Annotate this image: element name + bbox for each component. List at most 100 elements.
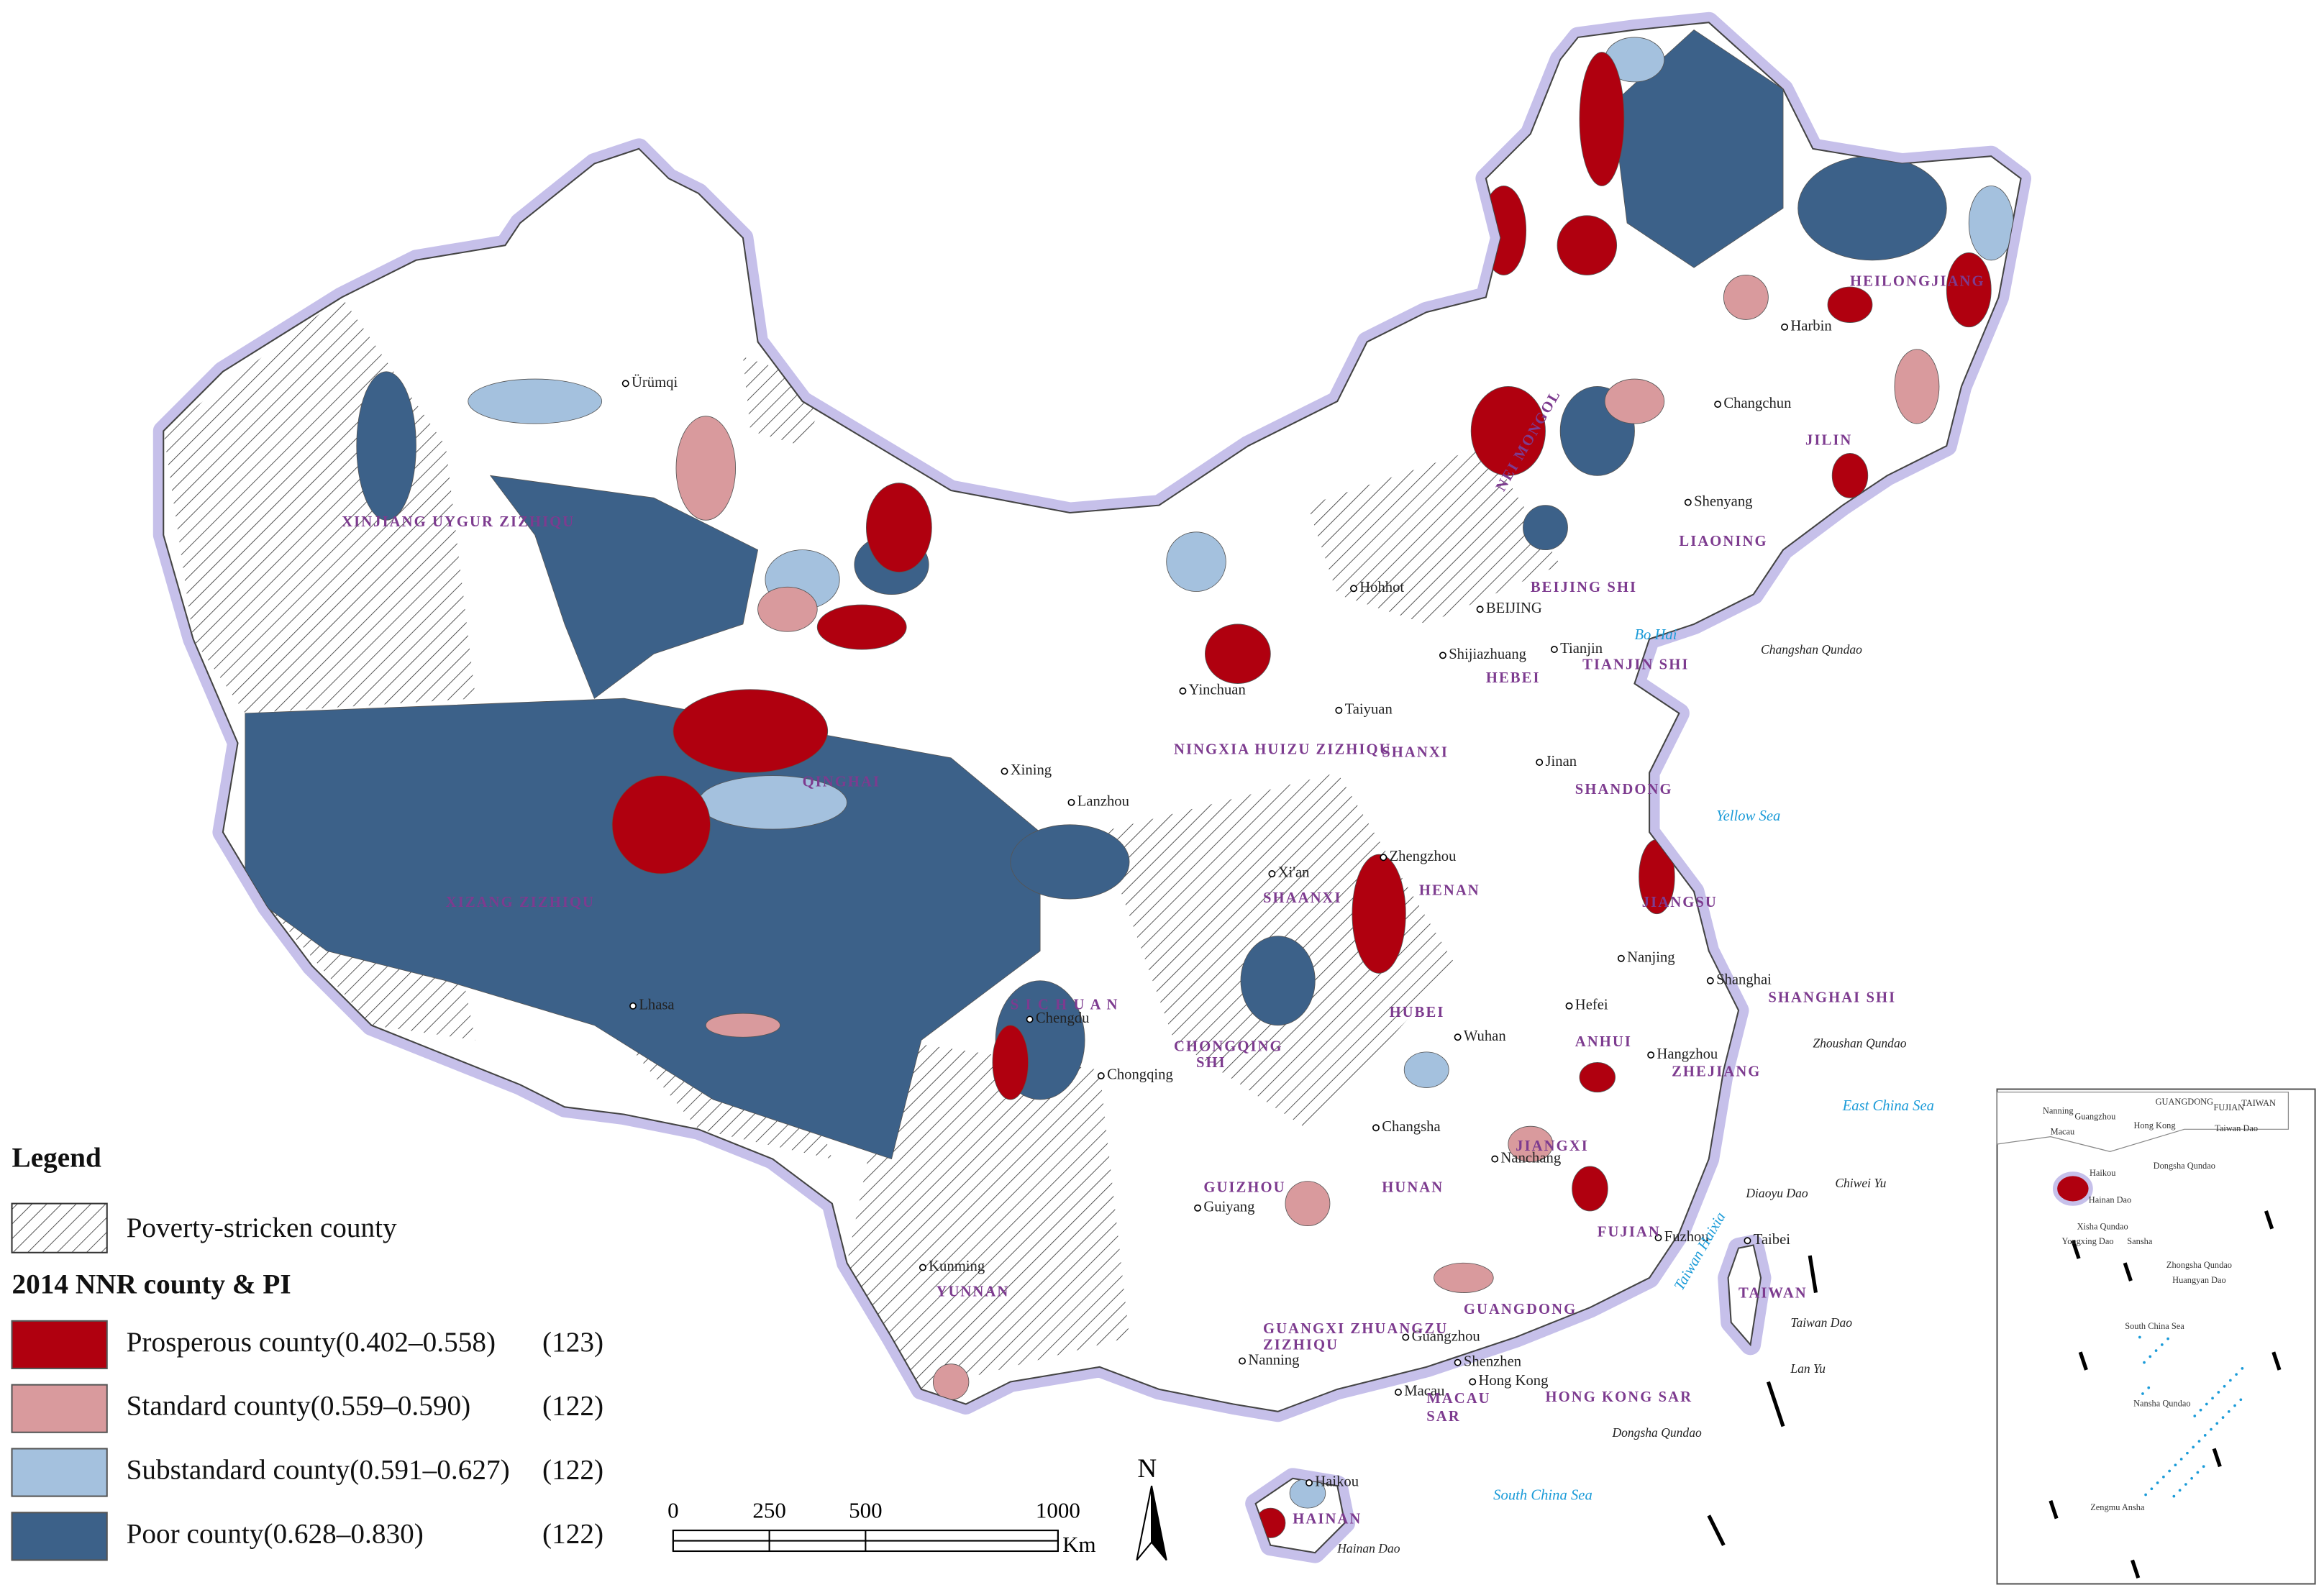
legend-count: (122) <box>542 1391 603 1422</box>
inset-dash <box>2212 1448 2222 1468</box>
city-dot <box>1654 1234 1662 1242</box>
province-label: HEILONGJIANG <box>1850 274 1985 290</box>
sea-label: Bo Hai <box>1634 627 1677 643</box>
citie-label: Xining <box>1011 762 1052 778</box>
county-area <box>1831 452 1869 498</box>
inset-label: Hong Kong <box>2133 1120 2175 1130</box>
sea-label: Yellow Sea <box>1716 808 1780 824</box>
island-label: Lan Yu <box>1790 1361 1826 1376</box>
inset-island <box>2239 1398 2243 1402</box>
county-area <box>1352 854 1406 974</box>
county-area <box>1470 385 1546 476</box>
legend-swatch <box>11 1448 108 1497</box>
inset-label: FUJIAN <box>2213 1102 2244 1112</box>
citie-label: Guiyang <box>1203 1200 1254 1215</box>
county-area <box>1523 505 1568 551</box>
province-label: SAR <box>1426 1409 1460 1425</box>
island-label: Changshan Qundao <box>1761 642 1862 657</box>
citie-label: Jinan <box>1545 754 1577 769</box>
citie-label: Guangzhou <box>1412 1328 1480 1344</box>
inset-dash <box>2264 1210 2274 1230</box>
inset-island <box>2215 1422 2219 1425</box>
citie-label: Nanchang <box>1501 1150 1562 1166</box>
inset-label: TAIWAN <box>2241 1098 2276 1108</box>
city-dot <box>1194 1204 1202 1212</box>
citie-label: Shenzhen <box>1464 1353 1522 1369</box>
inset-label: Dongsha Qundao <box>2154 1161 2215 1171</box>
province-label: YUNNAN <box>936 1284 1009 1299</box>
county-area <box>1166 531 1226 592</box>
city-dot <box>1001 767 1008 775</box>
citie-label: Hangzhou <box>1657 1046 1718 1062</box>
province-label: GUANGXI ZHUANGZU <box>1263 1321 1448 1337</box>
legend-swatch <box>11 1512 108 1561</box>
province-label: GUANGDONG <box>1464 1302 1577 1317</box>
inset-island <box>2178 1489 2182 1492</box>
province-label: CHONGQING <box>1174 1038 1283 1054</box>
citie-label: Shijiazhuang <box>1449 646 1526 662</box>
inset-island <box>2148 1355 2152 1358</box>
province-label: S I C H U A N <box>1011 997 1119 1013</box>
legend-label: Standard county(0.559–0.590) <box>127 1391 471 1422</box>
legend-label: Substandard county(0.591–0.627) <box>127 1455 510 1486</box>
province-label: SHI <box>1196 1055 1226 1071</box>
inset-dash <box>2271 1351 2282 1371</box>
city-dot <box>1097 1072 1105 1079</box>
inset-label: Macau <box>2051 1126 2075 1136</box>
inset-island <box>2172 1494 2176 1498</box>
citie-label: Nanning <box>1248 1352 1299 1368</box>
legend-count: (122) <box>542 1455 603 1486</box>
island-label: Taiwan Dao <box>1790 1315 1852 1330</box>
inset-island <box>2138 1335 2141 1339</box>
poverty-swatch <box>11 1202 108 1253</box>
citie-label: Kunming <box>929 1258 985 1274</box>
province-label: JIANGXI <box>1516 1138 1589 1154</box>
county-area <box>1894 349 1940 424</box>
citie-label: Nanjing <box>1627 949 1675 965</box>
inset-island <box>2203 1434 2207 1437</box>
legend-subtitle: 2014 NNR county & PI <box>12 1269 291 1299</box>
county-area <box>1827 286 1873 323</box>
county-area <box>1240 936 1316 1026</box>
province-label: HUNAN <box>1382 1180 1444 1196</box>
poverty-area <box>847 1040 1130 1389</box>
inset-island <box>2223 1384 2226 1388</box>
inset-island <box>2156 1481 2159 1484</box>
citie-label: Taibei <box>1754 1232 1791 1248</box>
province-label: ZHEJIANG <box>1672 1064 1761 1080</box>
province-label: LIAONING <box>1679 534 1767 549</box>
city-dot <box>1536 759 1544 767</box>
county-area <box>865 483 932 573</box>
city-dot <box>1439 652 1446 659</box>
inset-label: GUANGDONG <box>2156 1097 2213 1107</box>
citie-label: Changsha <box>1382 1119 1440 1135</box>
province-label: QINGHAI <box>803 775 881 790</box>
citie-label: Shanghai <box>1716 972 1772 987</box>
county-area <box>1612 29 1784 268</box>
legend-label: Prosperous county(0.402–0.558) <box>127 1327 496 1358</box>
county-area <box>1572 1166 1608 1212</box>
city-dot <box>1744 1237 1751 1245</box>
legend-label: Poor county(0.628–0.830) <box>127 1518 424 1549</box>
north-arrow: N <box>1136 1454 1167 1561</box>
inset-label: Nanning <box>2043 1105 2074 1115</box>
inset-island <box>2162 1475 2165 1479</box>
poverty-area <box>1307 446 1561 624</box>
province-label: SHANDONG <box>1575 782 1673 798</box>
inset-island <box>2144 1493 2147 1497</box>
sea-label: East China Sea <box>1842 1098 1934 1114</box>
county-area <box>1723 275 1769 320</box>
city-dot <box>1714 401 1722 408</box>
inset-island <box>2199 1408 2202 1412</box>
province-label: SHANXI <box>1382 744 1449 760</box>
province-label: TIANJIN SHI <box>1582 657 1689 673</box>
inset-label: Guangzhou <box>2074 1112 2115 1122</box>
inset-label: Yongxing Dao <box>2062 1236 2114 1246</box>
county-area <box>1508 1125 1554 1163</box>
scale-unit: Km <box>1062 1532 1095 1557</box>
county-area <box>675 416 737 521</box>
county-area <box>611 775 711 874</box>
city-dot <box>1402 1333 1410 1341</box>
